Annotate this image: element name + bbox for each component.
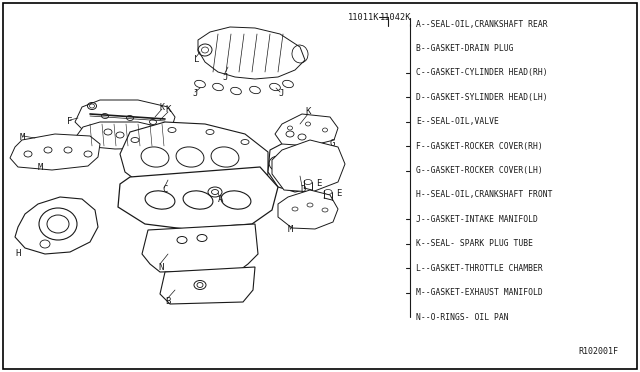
Text: D: D [300,185,305,193]
Text: M: M [288,224,293,234]
Polygon shape [275,114,338,146]
Polygon shape [272,140,345,192]
Text: B: B [165,298,170,307]
Text: F: F [67,118,72,126]
Polygon shape [142,224,258,272]
Polygon shape [118,167,278,229]
Text: C--GASKET-CYLINDER HEAD(RH): C--GASKET-CYLINDER HEAD(RH) [416,68,548,77]
Text: K: K [305,108,310,116]
Text: D--GASKET-SYLINDER HEAD(LH): D--GASKET-SYLINDER HEAD(LH) [416,93,548,102]
Text: J: J [278,90,284,99]
Text: B--GASKET-DRAIN PLUG: B--GASKET-DRAIN PLUG [416,44,513,53]
Text: L--GASKET-THROTTLE CHAMBER: L--GASKET-THROTTLE CHAMBER [416,264,543,273]
Text: A--SEAL-OIL,CRANKSHAFT REAR: A--SEAL-OIL,CRANKSHAFT REAR [416,19,548,29]
Text: C: C [162,186,168,195]
Text: F--GASKET-ROCKER COVER(RH): F--GASKET-ROCKER COVER(RH) [416,142,543,151]
Text: E: E [336,189,341,199]
Polygon shape [10,134,100,170]
Text: M: M [20,134,26,142]
Polygon shape [278,190,338,229]
Text: E--SEAL-OIL,VALVE: E--SEAL-OIL,VALVE [416,117,499,126]
Polygon shape [75,100,175,135]
Text: K: K [160,103,165,112]
Text: K: K [165,106,170,115]
Text: K--SEAL- SPARK PLUG TUBE: K--SEAL- SPARK PLUG TUBE [416,239,533,248]
Text: G: G [330,140,335,148]
Polygon shape [160,267,255,304]
Polygon shape [268,137,335,192]
Text: N: N [158,263,163,272]
Text: M: M [38,163,44,171]
Text: E: E [316,180,321,189]
Text: J--GASKET-INTAKE MANIFOLD: J--GASKET-INTAKE MANIFOLD [416,215,538,224]
Text: J: J [192,90,197,99]
Polygon shape [75,122,174,149]
Text: 11042K: 11042K [380,13,412,22]
Polygon shape [15,197,98,254]
Text: J: J [222,73,227,81]
Polygon shape [120,122,268,194]
Polygon shape [198,27,305,79]
Text: 11011K: 11011K [348,13,380,22]
Text: H: H [15,250,20,259]
Text: H--SEAL-OIL,CRANKSHAFT FRONT: H--SEAL-OIL,CRANKSHAFT FRONT [416,190,552,199]
Text: G--GASKET-ROCKER COVER(LH): G--GASKET-ROCKER COVER(LH) [416,166,543,175]
Text: R102001F: R102001F [578,347,618,356]
Text: A: A [218,196,223,205]
Text: M--GASKET-EXHAUST MANIFOLD: M--GASKET-EXHAUST MANIFOLD [416,288,543,297]
Text: L: L [194,55,200,64]
Text: N--O-RINGS- OIL PAN: N--O-RINGS- OIL PAN [416,312,509,321]
